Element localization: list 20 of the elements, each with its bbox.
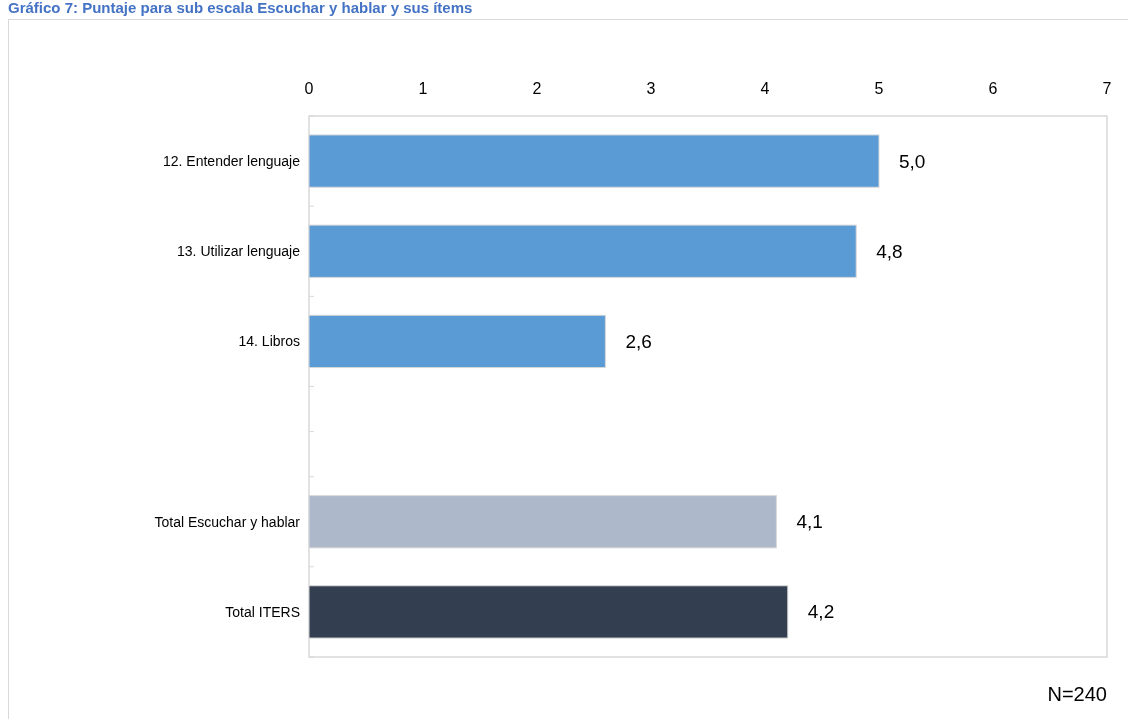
data-label: 4,1 bbox=[796, 511, 823, 533]
x-tick-label: 0 bbox=[304, 79, 314, 97]
x-tick-label: 5 bbox=[874, 79, 884, 97]
data-label: 5,0 bbox=[899, 150, 926, 172]
x-tick-label: 3 bbox=[646, 79, 656, 97]
x-tick-label: 2 bbox=[532, 79, 542, 97]
x-tick-label: 7 bbox=[1102, 79, 1112, 97]
text: N=240 bbox=[1047, 683, 1107, 705]
y-tick-label: 14. Libros bbox=[238, 333, 300, 350]
x-tick-label: 1 bbox=[418, 79, 428, 97]
data-label: 2,6 bbox=[625, 330, 652, 352]
x-tick-label: 4 bbox=[760, 79, 770, 97]
x-tick-label: 6 bbox=[988, 79, 998, 97]
y-tick-label: Total Escuchar y hablar bbox=[154, 513, 301, 530]
data-label: 4,2 bbox=[807, 601, 835, 623]
data-label: 4,8 bbox=[876, 240, 903, 262]
y-tick-label: Total ITERS bbox=[225, 603, 300, 620]
chart-title: Gráfico 7: Puntaje para sub escala Escuchar y hablar y sus ítems bbox=[8, 0, 473, 16]
y-tick-label: 13. Utilizar lenguaje bbox=[177, 243, 301, 260]
y-tick-label: 12. Entender lenguaje bbox=[163, 153, 301, 170]
